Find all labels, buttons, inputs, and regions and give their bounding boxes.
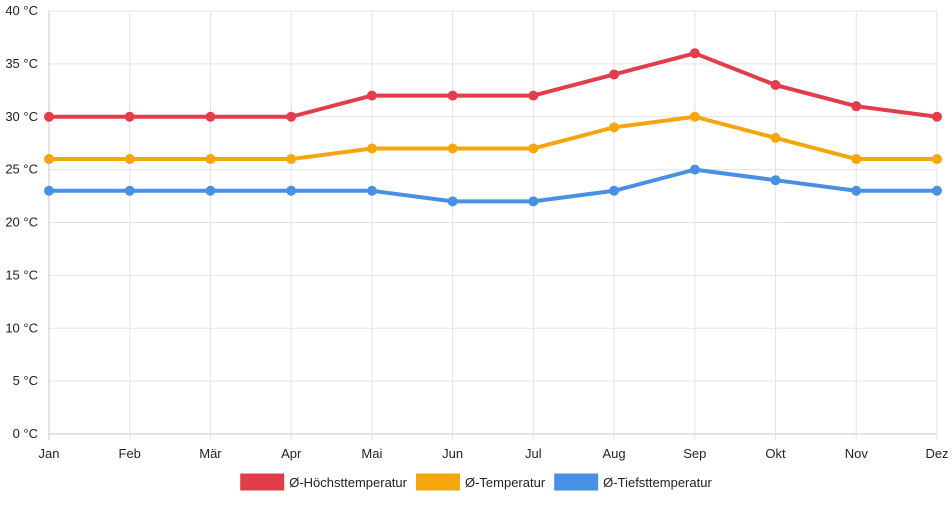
- data-point[interactable]: [528, 90, 539, 101]
- data-point[interactable]: [366, 185, 377, 196]
- legend-label: Ø-Tiefsttemperatur: [603, 475, 712, 490]
- y-tick-label: 10 °C: [5, 320, 38, 335]
- data-point[interactable]: [205, 154, 216, 165]
- data-point[interactable]: [851, 154, 862, 165]
- y-tick-label: 25 °C: [5, 162, 38, 177]
- x-tick-label: Mär: [199, 446, 222, 461]
- y-tick-label: 40 °C: [5, 3, 38, 18]
- data-point[interactable]: [205, 185, 216, 196]
- data-point[interactable]: [932, 185, 942, 196]
- legend-swatch: [554, 473, 599, 491]
- data-point[interactable]: [851, 101, 862, 112]
- data-point[interactable]: [609, 185, 620, 196]
- data-point[interactable]: [770, 175, 781, 186]
- data-point[interactable]: [286, 111, 297, 122]
- y-tick-label: 30 °C: [5, 109, 38, 124]
- legend-label: Ø-Höchsttemperatur: [289, 475, 407, 490]
- y-tick-label: 15 °C: [5, 267, 38, 282]
- x-tick-label: Jun: [442, 446, 463, 461]
- y-tick-label: 5 °C: [13, 373, 38, 388]
- legend-swatch: [415, 473, 460, 491]
- y-tick-label: 35 °C: [5, 56, 38, 71]
- data-point[interactable]: [689, 164, 700, 175]
- y-axis-ticks: 0 °C 5 °C 10 °C 15 °C 20 °C 25 °C 30 °C 35 °C 40…: [5, 3, 38, 441]
- data-point[interactable]: [770, 132, 781, 143]
- series-2: [44, 164, 942, 207]
- data-point[interactable]: [366, 90, 377, 101]
- data-point[interactable]: [528, 143, 539, 154]
- data-point[interactable]: [932, 154, 942, 165]
- x-tick-label: Apr: [281, 446, 302, 461]
- data-point[interactable]: [124, 111, 135, 122]
- grid: [48, 10, 938, 440]
- data-point[interactable]: [366, 143, 377, 154]
- data-point[interactable]: [286, 154, 297, 165]
- x-tick-label: Okt: [765, 446, 786, 461]
- legend-item[interactable]: Ø-Höchsttemperatur: [240, 473, 408, 491]
- x-axis-ticks: Jan Feb Mär Apr Mai Jun Jul Aug Sep Okt Nov Dez: [39, 446, 949, 461]
- data-point[interactable]: [609, 69, 620, 80]
- data-point[interactable]: [44, 154, 54, 165]
- x-tick-label: Dez: [925, 446, 948, 461]
- x-tick-label: Nov: [845, 446, 869, 461]
- data-point[interactable]: [609, 122, 620, 133]
- data-point[interactable]: [528, 196, 539, 207]
- data-point[interactable]: [851, 185, 862, 196]
- data-point[interactable]: [205, 111, 216, 122]
- legend-item[interactable]: Ø-Tiefsttemperatur: [554, 473, 712, 491]
- data-point[interactable]: [689, 48, 700, 59]
- series-1: [44, 111, 942, 165]
- data-point[interactable]: [44, 185, 54, 196]
- x-tick-label: Aug: [603, 446, 626, 461]
- x-tick-label: Sep: [683, 446, 706, 461]
- legend-swatch: [240, 473, 285, 491]
- data-point[interactable]: [770, 80, 781, 91]
- x-tick-label: Mai: [361, 446, 382, 461]
- series-line: [47, 114, 939, 162]
- data-point[interactable]: [447, 143, 458, 154]
- series-line: [47, 51, 939, 119]
- legend: Ø-Höchsttemperatur Ø-Temperatur Ø-Tiefstte…: [240, 473, 712, 491]
- series-line: [47, 167, 939, 204]
- legend-item[interactable]: Ø-Temperatur: [415, 473, 546, 491]
- series-lines: [44, 48, 942, 207]
- data-point[interactable]: [447, 196, 458, 207]
- series-0: [44, 48, 942, 122]
- data-point[interactable]: [124, 185, 135, 196]
- data-point[interactable]: [447, 90, 458, 101]
- data-point[interactable]: [286, 185, 297, 196]
- data-point[interactable]: [124, 154, 135, 165]
- legend-label: Ø-Temperatur: [465, 475, 546, 490]
- data-point[interactable]: [932, 111, 942, 122]
- x-tick-label: Jul: [525, 446, 542, 461]
- data-point[interactable]: [689, 111, 700, 122]
- data-point[interactable]: [44, 111, 54, 122]
- y-tick-label: 0 °C: [13, 426, 38, 441]
- x-tick-label: Jan: [39, 446, 60, 461]
- y-tick-label: 20 °C: [5, 215, 38, 230]
- x-tick-label: Feb: [119, 446, 141, 461]
